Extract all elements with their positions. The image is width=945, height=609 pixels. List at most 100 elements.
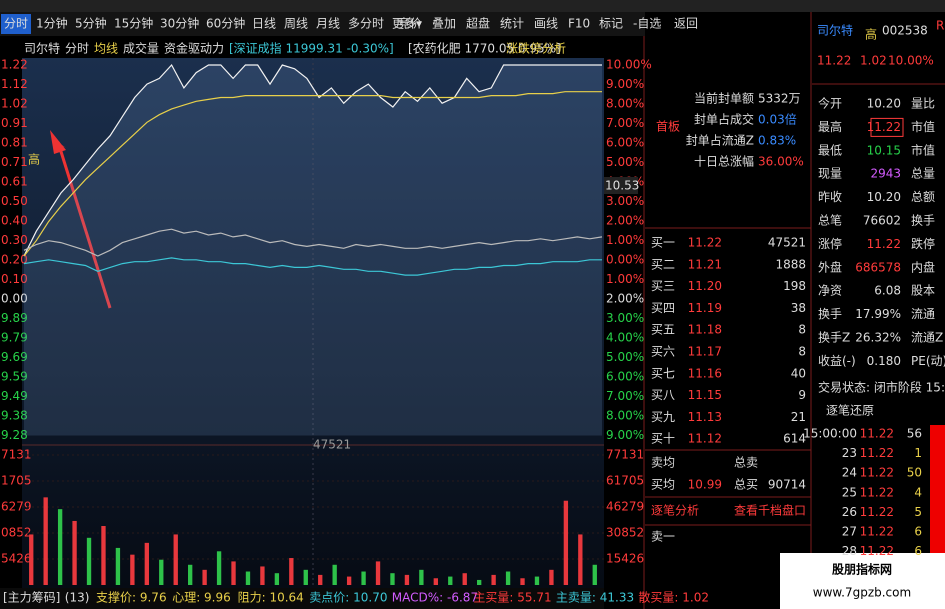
tick-bar <box>930 425 945 555</box>
volume-bar <box>86 537 92 585</box>
pct-label: 1.00% <box>606 233 644 247</box>
limit-value: 0.83% <box>758 134 796 148</box>
bid-label: 买八 <box>651 388 675 402</box>
quote-label: 流通 <box>911 307 935 321</box>
quote-value: 26.32% <box>855 331 901 345</box>
quote-label: 跌停 <box>911 236 935 251</box>
volume-label: 6279 <box>1 499 32 513</box>
volume-bar <box>43 497 48 585</box>
toolbar-tool[interactable]: 超盘 <box>466 16 490 31</box>
bid-label: 买十 <box>651 432 675 446</box>
link[interactable]: 逐笔分析 <box>651 503 699 518</box>
tick-time: 27 <box>842 525 857 539</box>
toolbar-tab[interactable]: 更多▾ <box>392 17 422 31</box>
volume-bar <box>404 574 410 585</box>
footer-item: 散买量: 1.02 <box>638 590 709 605</box>
tick-price: 11.22 <box>860 505 894 519</box>
bid-label: 买一 <box>651 236 675 250</box>
volume-bar <box>592 564 597 585</box>
volume-bar <box>520 578 525 585</box>
toolbar-tool[interactable]: 画线 <box>534 17 558 31</box>
quote-value: 0.180 <box>867 354 901 368</box>
price-label: 9.49 <box>1 389 28 403</box>
pct-label: 7.00% <box>606 389 644 403</box>
volume-bar <box>57 509 63 585</box>
tick-price: 11.22 <box>860 544 894 558</box>
pct-label: 3.00% <box>606 311 644 325</box>
quote-label: 涨停 <box>818 236 842 251</box>
volume-bar <box>101 526 106 585</box>
bid-label: 买九 <box>651 410 675 424</box>
price-label: 0.91 <box>1 116 28 130</box>
menu-bar <box>0 0 945 12</box>
pct-label: 9.00% <box>606 428 644 442</box>
price-label: 9.28 <box>1 428 28 442</box>
quote-label: 今开 <box>818 96 842 111</box>
quote-label: 股本 <box>911 284 935 298</box>
quote-label: 最高 <box>818 119 842 134</box>
volume-bar <box>115 547 121 585</box>
price-label: 9.89 <box>1 311 28 325</box>
toolbar-tab[interactable]: 日线 <box>252 17 276 31</box>
watermark-box <box>780 553 945 609</box>
quote-label: 流通Z <box>911 331 943 345</box>
tick-price: 11.22 <box>860 466 894 480</box>
toolbar-tool[interactable]: 标记 <box>599 17 623 31</box>
toolbar-tab[interactable]: 60分钟 <box>206 16 245 31</box>
header-link[interactable]: 涨跌停分析 <box>506 41 566 56</box>
limit-label: 十日总涨幅 <box>694 154 754 169</box>
toolbar-tool[interactable]: 叠加 <box>432 17 456 31</box>
toolbar-tab[interactable]: 周线 <box>284 17 308 31</box>
toolbar-tab[interactable]: 15分钟 <box>114 16 153 31</box>
quote-label: 收益(-) <box>818 354 856 368</box>
arrow-head <box>50 130 66 154</box>
quote-value: 11.22 <box>867 237 901 251</box>
tick-time: 23 <box>842 446 857 460</box>
volume-bar <box>534 576 540 585</box>
bid-label: 买四 <box>651 301 675 315</box>
price-label: 9.59 <box>1 370 28 384</box>
quote-value: 6.08 <box>874 284 901 298</box>
bid-volume: 8 <box>798 323 806 337</box>
high-mark: 高 <box>28 152 40 167</box>
tab-active[interactable] <box>1 14 31 34</box>
toolbar-tab[interactable]: 月线 <box>316 17 340 31</box>
tick-price: 11.22 <box>860 485 894 499</box>
trade-status: 交易状态: 闭市阶段 15:32 <box>818 380 945 395</box>
arrow <box>56 141 112 309</box>
price-line-area <box>24 65 602 436</box>
footer-bar <box>0 588 604 609</box>
toolbar-tool[interactable]: 竞价 <box>398 17 422 31</box>
price-label: 0.00 <box>1 292 28 306</box>
toolbar-tab[interactable]: 5分钟 <box>75 16 107 31</box>
toolbar-tab[interactable]: 30分钟 <box>160 16 199 31</box>
volume-label: 1705 <box>1 473 32 487</box>
bid-volume: 40 <box>791 366 806 380</box>
toolbar-tool[interactable]: 统计 <box>500 17 524 31</box>
toolbar-tool[interactable]: -自选 <box>633 17 661 31</box>
volume-tick: 46279 <box>606 499 644 513</box>
volume-bar <box>549 569 554 585</box>
header-item: 司尔特 <box>24 41 60 56</box>
bid-label: 买六 <box>651 345 675 359</box>
toolbar-tab[interactable]: 1分钟 <box>36 16 68 31</box>
quote-label: PE(动) <box>911 354 945 368</box>
volume-label: 7131 <box>1 448 32 462</box>
volume-bar <box>318 574 323 585</box>
volume-tick: 30852 <box>606 526 644 540</box>
quote-value: 10.20 <box>867 97 901 111</box>
toolbar-tool[interactable]: F10 <box>568 17 590 31</box>
price-label: 0.10 <box>1 272 28 286</box>
volume-bar <box>72 520 77 585</box>
limit-tag: 首板 <box>656 120 680 134</box>
toolbar-tab[interactable]: 分时 <box>4 17 28 31</box>
toolbar-tool[interactable]: 返回 <box>674 17 698 31</box>
toolbar-tab[interactable]: 多分时 <box>348 17 384 31</box>
pct-label: 2.00% <box>606 214 644 228</box>
limit-label: 当前封单额 <box>694 91 754 106</box>
link[interactable]: 查看千档盘口 <box>734 503 806 518</box>
volume-bar <box>563 500 569 585</box>
label: 买均 <box>651 478 675 492</box>
tick-price: 11.22 <box>860 427 894 441</box>
